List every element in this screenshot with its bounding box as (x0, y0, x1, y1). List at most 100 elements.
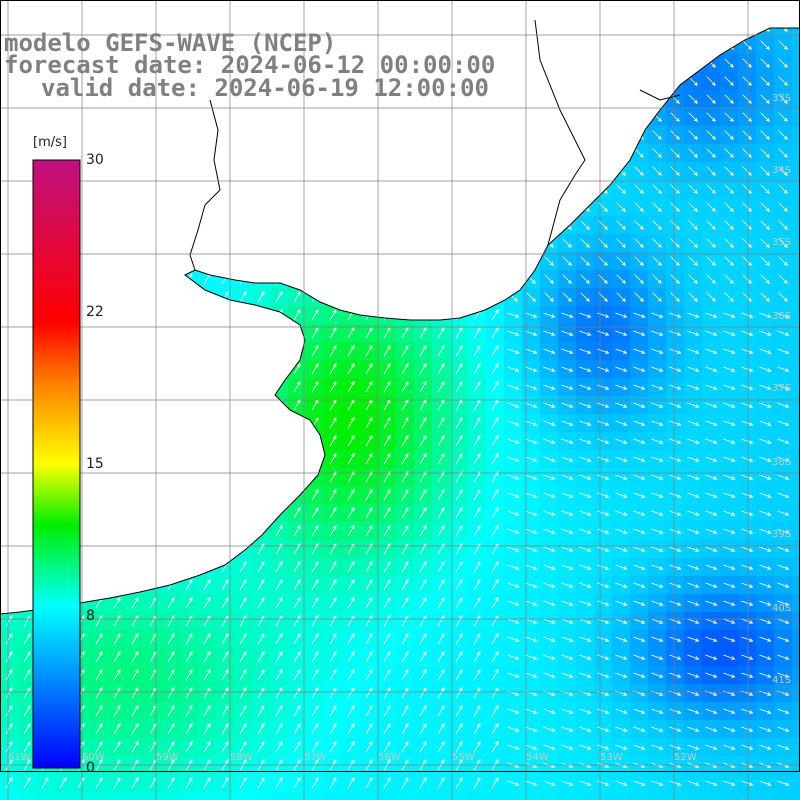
wind-arrow (633, 744, 646, 750)
wind-arrow (651, 708, 664, 714)
wind-arrow (507, 528, 520, 534)
wind-arrow (401, 525, 409, 537)
speed-cell (198, 792, 217, 800)
wind-arrow (759, 384, 772, 390)
wind-arrow (669, 744, 682, 750)
speed-cell (702, 792, 721, 800)
wind-arrow (742, 148, 752, 158)
wind-arrow (723, 420, 736, 426)
speed-cell (342, 792, 361, 800)
wind-arrow (491, 579, 499, 591)
wind-arrow (669, 492, 682, 498)
wind-arrow (365, 507, 373, 519)
wind-arrow (507, 672, 520, 678)
wind-arrow (365, 435, 373, 447)
wind-arrow (543, 474, 556, 480)
wind-arrow (543, 654, 556, 660)
wind-arrow (777, 492, 790, 498)
wind-arrow (113, 723, 121, 735)
wind-arrow (561, 438, 574, 444)
wind-arrow (777, 402, 790, 408)
wind-arrow (561, 420, 574, 426)
wind-arrow (473, 417, 481, 429)
wind-arrow (759, 438, 772, 444)
wind-arrow (275, 525, 283, 537)
wind-arrow (311, 561, 319, 573)
wind-arrow (507, 654, 520, 660)
wind-arrow (383, 453, 391, 465)
wind-arrow (597, 564, 610, 570)
wind-arrow (455, 525, 463, 537)
wind-arrow (507, 456, 520, 462)
wind-arrow (651, 564, 664, 570)
wind-arrow (669, 582, 682, 588)
wind-arrow (5, 705, 13, 717)
wind-arrow (561, 564, 574, 570)
wind-arrow (311, 687, 319, 699)
wind-arrow (760, 292, 770, 302)
wind-arrow (706, 166, 716, 176)
wind-arrow (651, 600, 664, 606)
wind-arrow (365, 417, 373, 429)
latitude-label: 33S (772, 93, 792, 104)
wind-arrow (419, 561, 427, 573)
speed-cell (378, 792, 397, 800)
wind-arrow (724, 166, 734, 176)
wind-arrow (347, 453, 355, 465)
latitude-label: 34S (772, 165, 792, 176)
wind-arrow (526, 292, 536, 302)
wind-arrow (525, 600, 538, 606)
speed-cell (540, 792, 559, 800)
wind-arrow (383, 777, 391, 789)
wind-arrow (473, 777, 481, 789)
wind-arrow (347, 777, 355, 789)
wind-arrow (615, 528, 628, 534)
wind-arrow (221, 615, 229, 627)
wind-arrow (131, 777, 139, 789)
wind-arrow (491, 327, 499, 339)
wind-arrow (113, 633, 121, 645)
wind-arrow (759, 726, 772, 732)
wind-arrow (723, 492, 736, 498)
wind-arrow (670, 292, 680, 302)
wind-arrow (239, 615, 247, 627)
wind-arrow (95, 687, 103, 699)
speed-cell (432, 792, 451, 800)
wind-arrow (669, 690, 682, 696)
wind-arrow (543, 420, 556, 426)
wind-arrow (329, 669, 337, 681)
wind-arrow (383, 633, 391, 645)
wind-arrow (329, 435, 337, 447)
wind-arrow (705, 564, 718, 570)
speed-cell (18, 792, 37, 800)
wind-arrow (203, 597, 211, 609)
wind-arrow (473, 363, 481, 375)
wind-arrow (311, 705, 319, 717)
wind-arrow (185, 705, 193, 717)
wind-arrow (59, 777, 67, 789)
wind-arrow (633, 474, 646, 480)
wind-arrow (724, 130, 734, 140)
wind-arrow (705, 672, 718, 678)
wind-arrow (329, 345, 337, 357)
wind-arrow (777, 348, 790, 354)
wind-arrow (131, 651, 139, 663)
wind-arrow (365, 669, 373, 681)
wind-arrow (615, 492, 628, 498)
wind-arrow (507, 546, 520, 552)
wind-arrow (543, 564, 556, 570)
wind-arrow (257, 741, 265, 753)
wind-arrow (615, 366, 628, 372)
wind-arrow (437, 489, 445, 501)
speed-cell (792, 108, 800, 127)
wind-arrow (742, 40, 752, 50)
wind-arrow (437, 327, 445, 339)
wind-arrow (347, 687, 355, 699)
wind-arrow (723, 726, 736, 732)
wind-arrow (383, 561, 391, 573)
wind-arrow (579, 402, 592, 408)
wind-arrow (759, 708, 772, 714)
wind-arrow (688, 202, 698, 212)
speed-cell (504, 792, 523, 800)
wind-arrow (651, 402, 664, 408)
